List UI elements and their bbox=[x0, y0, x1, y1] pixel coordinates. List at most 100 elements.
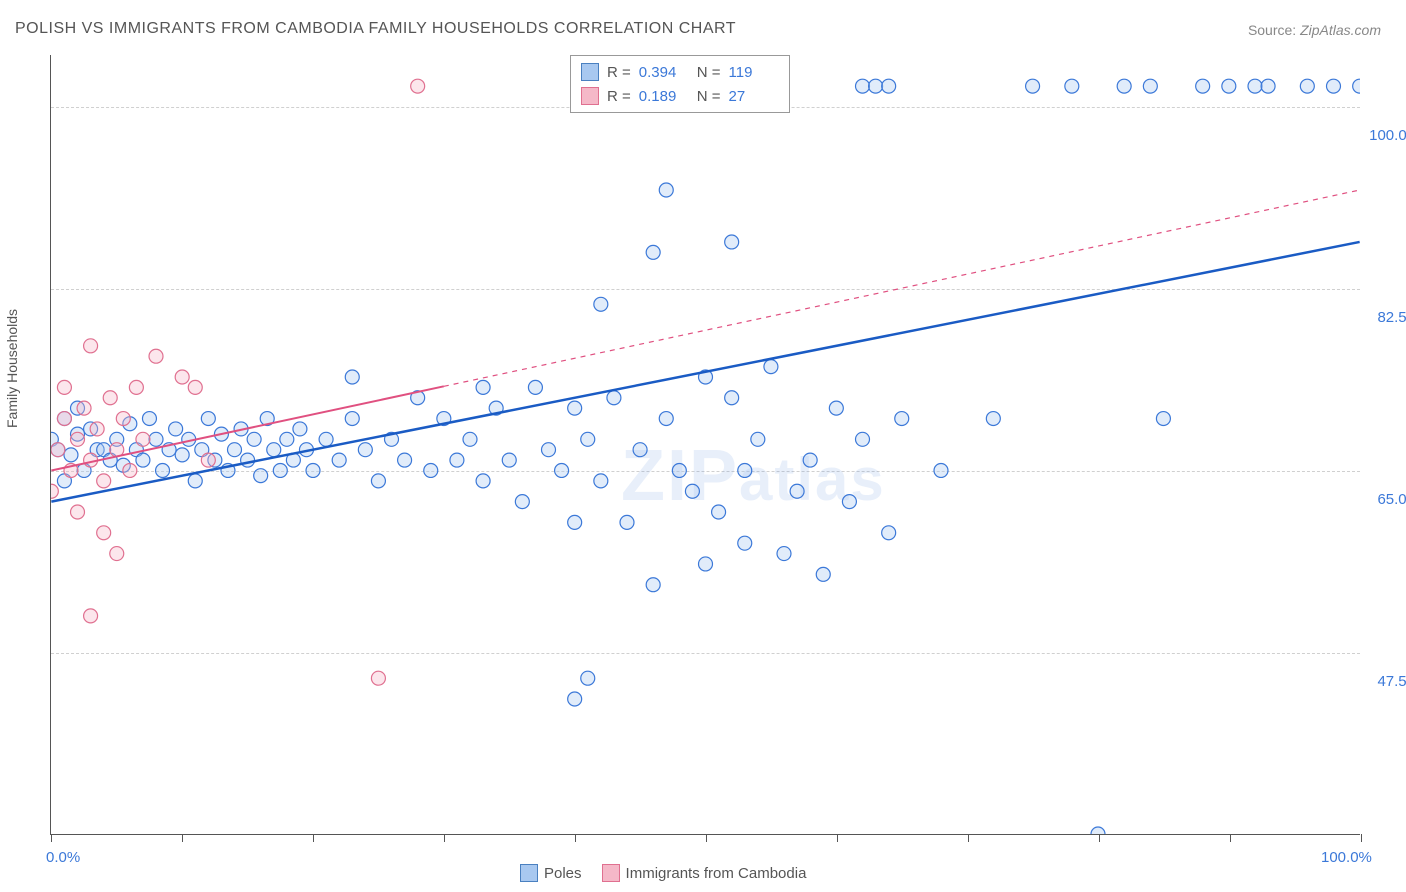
scatter-point bbox=[345, 370, 359, 384]
x-tick-label: 100.0% bbox=[1321, 849, 1372, 866]
scatter-point bbox=[568, 401, 582, 415]
scatter-point bbox=[725, 391, 739, 405]
n-label: N = bbox=[697, 64, 721, 81]
scatter-point bbox=[646, 245, 660, 259]
x-tick bbox=[1230, 834, 1231, 842]
legend-swatch bbox=[581, 87, 599, 105]
scatter-point bbox=[319, 432, 333, 446]
trend-line bbox=[51, 242, 1359, 502]
scatter-point bbox=[398, 453, 412, 467]
scatter-point bbox=[247, 432, 261, 446]
scatter-point bbox=[528, 380, 542, 394]
scatter-point bbox=[51, 443, 65, 457]
y-tick-label: 82.5% bbox=[1377, 309, 1406, 326]
scatter-point bbox=[659, 412, 673, 426]
x-tick-label: 0.0% bbox=[46, 849, 80, 866]
scatter-point bbox=[254, 469, 268, 483]
scatter-point bbox=[659, 183, 673, 197]
scatter-point bbox=[57, 412, 71, 426]
scatter-point bbox=[142, 412, 156, 426]
scatter-point bbox=[607, 391, 621, 405]
scatter-point bbox=[463, 432, 477, 446]
scatter-point bbox=[515, 495, 529, 509]
r-value: 0.394 bbox=[639, 64, 689, 81]
legend-swatch bbox=[581, 63, 599, 81]
plot-area: ZIPatlas 47.5%65.0%82.5%100.0%0.0%100.0% bbox=[50, 55, 1360, 835]
scatter-point bbox=[1091, 827, 1105, 834]
scatter-point bbox=[201, 453, 215, 467]
legend-swatch bbox=[602, 864, 620, 882]
scatter-point bbox=[699, 557, 713, 571]
scatter-point bbox=[594, 474, 608, 488]
scatter-point bbox=[1222, 79, 1236, 93]
scatter-point bbox=[1196, 79, 1210, 93]
scatter-point bbox=[345, 412, 359, 426]
scatter-point bbox=[1327, 79, 1341, 93]
scatter-point bbox=[581, 432, 595, 446]
scatter-plot-svg bbox=[51, 55, 1360, 834]
scatter-point bbox=[424, 463, 438, 477]
y-tick-label: 65.0% bbox=[1377, 491, 1406, 508]
scatter-point bbox=[228, 443, 242, 457]
scatter-point bbox=[136, 432, 150, 446]
scatter-point bbox=[332, 453, 346, 467]
scatter-point bbox=[751, 432, 765, 446]
x-tick bbox=[575, 834, 576, 842]
r-value: 0.189 bbox=[639, 88, 689, 105]
scatter-point bbox=[267, 443, 281, 457]
source-label: Source: bbox=[1248, 22, 1296, 38]
scatter-point bbox=[568, 692, 582, 706]
legend-series-label: Immigrants from Cambodia bbox=[626, 865, 807, 882]
r-label: R = bbox=[607, 88, 631, 105]
scatter-point bbox=[188, 474, 202, 488]
scatter-point bbox=[685, 484, 699, 498]
scatter-point bbox=[64, 448, 78, 462]
scatter-point bbox=[542, 443, 556, 457]
scatter-point bbox=[97, 474, 111, 488]
scatter-point bbox=[84, 609, 98, 623]
x-tick bbox=[1361, 834, 1362, 842]
scatter-point bbox=[136, 453, 150, 467]
scatter-point bbox=[358, 443, 372, 457]
scatter-point bbox=[77, 401, 91, 415]
chart-title: POLISH VS IMMIGRANTS FROM CAMBODIA FAMIL… bbox=[15, 20, 736, 38]
scatter-point bbox=[712, 505, 726, 519]
scatter-point bbox=[84, 339, 98, 353]
n-value: 27 bbox=[729, 88, 779, 105]
scatter-point bbox=[1026, 79, 1040, 93]
scatter-point bbox=[1353, 79, 1360, 93]
scatter-point bbox=[829, 401, 843, 415]
scatter-point bbox=[646, 578, 660, 592]
scatter-point bbox=[856, 432, 870, 446]
scatter-point bbox=[175, 448, 189, 462]
x-tick bbox=[51, 834, 52, 842]
scatter-point bbox=[1300, 79, 1314, 93]
scatter-point bbox=[502, 453, 516, 467]
scatter-point bbox=[790, 484, 804, 498]
x-tick bbox=[1099, 834, 1100, 842]
scatter-point bbox=[882, 526, 896, 540]
legend-series-item: Poles bbox=[520, 864, 582, 882]
scatter-point bbox=[450, 453, 464, 467]
scatter-point bbox=[156, 463, 170, 477]
scatter-point bbox=[51, 484, 58, 498]
legend-series-label: Poles bbox=[544, 865, 582, 882]
scatter-point bbox=[895, 412, 909, 426]
scatter-point bbox=[97, 526, 111, 540]
scatter-point bbox=[188, 380, 202, 394]
scatter-point bbox=[856, 79, 870, 93]
scatter-point bbox=[57, 380, 71, 394]
scatter-point bbox=[306, 463, 320, 477]
scatter-point bbox=[803, 453, 817, 467]
scatter-point bbox=[1261, 79, 1275, 93]
x-tick bbox=[968, 834, 969, 842]
n-label: N = bbox=[697, 88, 721, 105]
scatter-point bbox=[1143, 79, 1157, 93]
legend-swatch bbox=[520, 864, 538, 882]
x-tick bbox=[444, 834, 445, 842]
scatter-point bbox=[71, 432, 85, 446]
y-tick-label: 47.5% bbox=[1377, 673, 1406, 690]
scatter-point bbox=[842, 495, 856, 509]
scatter-point bbox=[672, 463, 686, 477]
scatter-point bbox=[568, 515, 582, 529]
